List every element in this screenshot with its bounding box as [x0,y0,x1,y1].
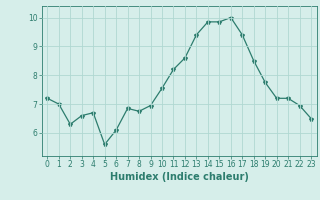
X-axis label: Humidex (Indice chaleur): Humidex (Indice chaleur) [110,172,249,182]
